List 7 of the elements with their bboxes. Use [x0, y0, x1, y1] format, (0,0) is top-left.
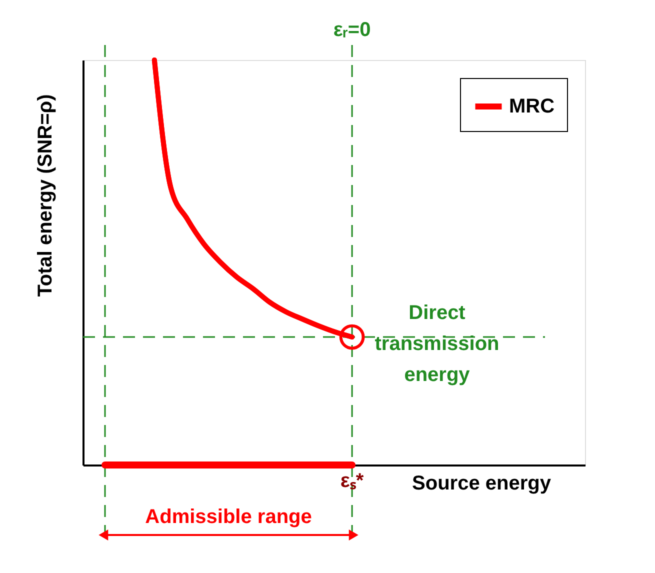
- ref-line-label: Direct transmission energy: [374, 302, 500, 386]
- x-axis-title: Source energy: [412, 472, 552, 494]
- text: εᵣ=0: [333, 19, 371, 41]
- legend-label: MRC: [509, 96, 555, 118]
- text: Admissible range: [145, 506, 312, 528]
- y-axis-title: Total energy (SNR=ρ): [34, 94, 56, 297]
- text: εₛ*: [340, 470, 364, 492]
